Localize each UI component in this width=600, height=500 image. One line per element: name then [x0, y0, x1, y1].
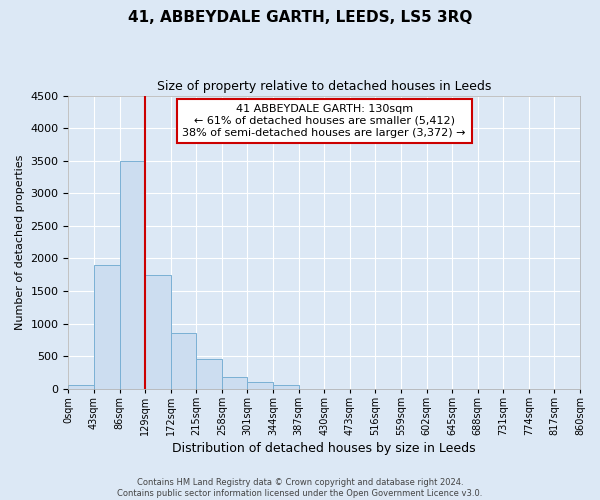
Y-axis label: Number of detached properties: Number of detached properties [15, 154, 25, 330]
Bar [94, 265, 119, 388]
Bar [68, 386, 94, 388]
Bar [247, 382, 273, 388]
Text: Contains HM Land Registry data © Crown copyright and database right 2024.
Contai: Contains HM Land Registry data © Crown c… [118, 478, 482, 498]
Text: 41 ABBEYDALE GARTH: 130sqm
← 61% of detached houses are smaller (5,412)
38% of s: 41 ABBEYDALE GARTH: 130sqm ← 61% of deta… [182, 104, 466, 138]
Bar [222, 378, 247, 388]
Bar [171, 334, 196, 388]
Text: 41, ABBEYDALE GARTH, LEEDS, LS5 3RQ: 41, ABBEYDALE GARTH, LEEDS, LS5 3RQ [128, 10, 472, 25]
Bar [196, 360, 222, 388]
Bar [119, 160, 145, 388]
Bar [273, 385, 299, 388]
Title: Size of property relative to detached houses in Leeds: Size of property relative to detached ho… [157, 80, 491, 93]
Bar [145, 274, 171, 388]
X-axis label: Distribution of detached houses by size in Leeds: Distribution of detached houses by size … [172, 442, 476, 455]
